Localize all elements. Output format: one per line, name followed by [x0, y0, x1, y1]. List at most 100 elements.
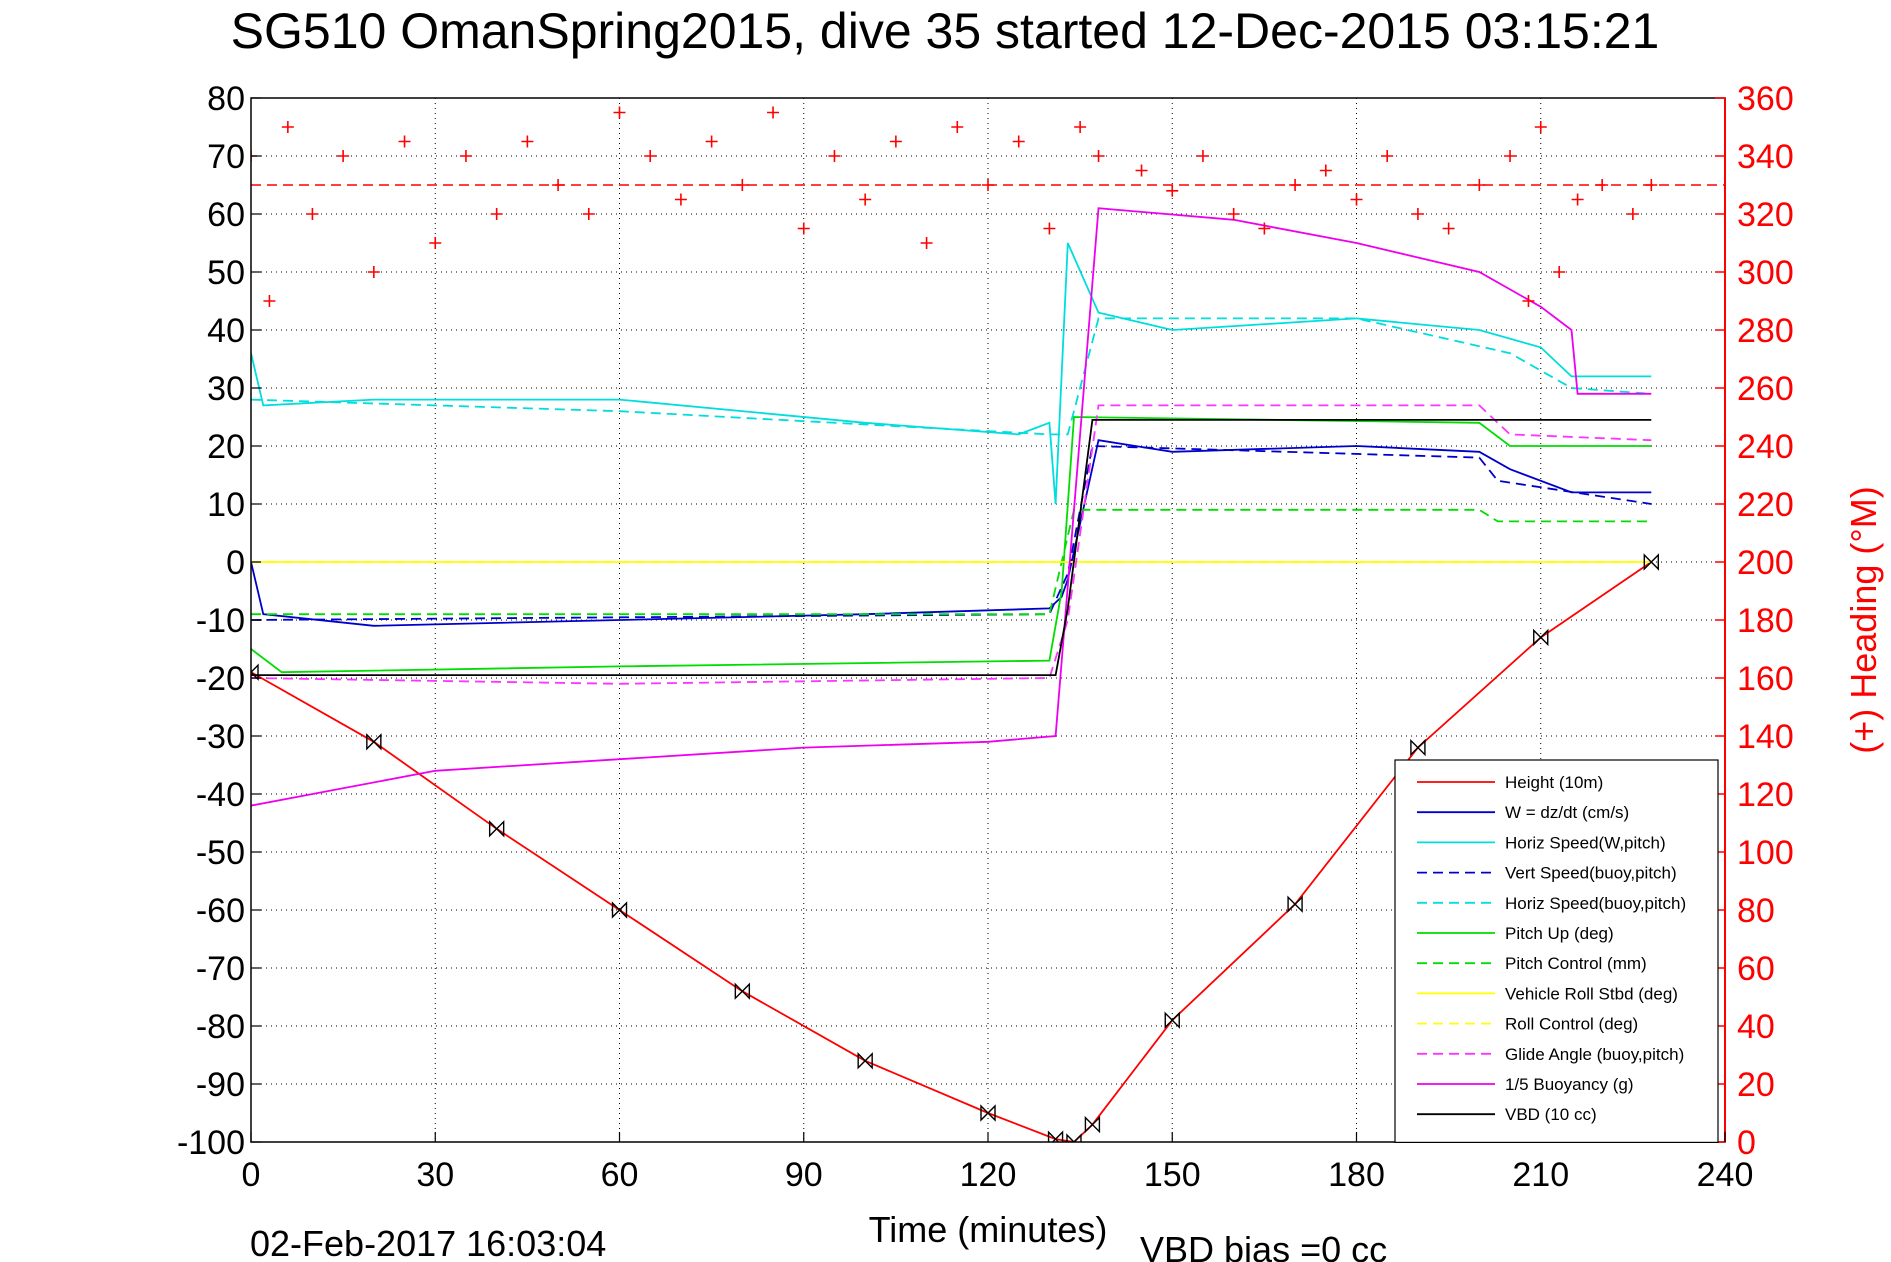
height-marker: [1084, 1115, 1101, 1134]
heading-point: [1571, 193, 1584, 206]
series-line-11: [251, 418, 1652, 676]
y-tick-label: 50: [207, 254, 245, 292]
heading-point: [459, 150, 472, 162]
heading-point: [582, 208, 595, 220]
heading-point: [1092, 150, 1105, 162]
legend-entry: Pitch Control (mm): [1505, 954, 1647, 973]
y2-tick-label: 320: [1737, 196, 1794, 234]
x-axis: 0 30 60 90 120 150 180 210 240: [242, 1132, 1754, 1194]
x-axis-label: Time (minutes): [869, 1209, 1108, 1250]
y-tick-label: 20: [207, 428, 245, 466]
y-tick-label: 80: [207, 80, 245, 118]
y-tick-label: -70: [196, 950, 245, 988]
heading-point: [1626, 208, 1639, 220]
heading-point: [1074, 121, 1087, 133]
legend-entry: Vehicle Roll Stbd (deg): [1505, 984, 1678, 1003]
heading-point: [828, 150, 841, 162]
y-tick-label: 70: [207, 138, 245, 176]
heading-point: [767, 106, 780, 119]
heading-point: [1350, 193, 1363, 206]
heading-point: [705, 135, 718, 148]
heading-point: [797, 222, 810, 235]
right-axis-label: (+) Heading (°M): [1843, 486, 1884, 753]
x-tick-label: 60: [601, 1156, 639, 1194]
heading-point: [1043, 222, 1056, 235]
heading-point: [337, 150, 350, 162]
heading-point: [951, 121, 964, 133]
heading-point: [674, 193, 687, 206]
y-tick-label: -50: [196, 834, 245, 872]
legend-entry: Roll Control (deg): [1505, 1015, 1638, 1034]
y2-tick-label: 240: [1737, 428, 1794, 466]
y-tick-label: 30: [207, 370, 245, 408]
series-layer: [251, 207, 1659, 1142]
y2-tick-label: 280: [1737, 312, 1794, 350]
heading-point: [429, 237, 442, 249]
series-line-6: [251, 508, 1652, 616]
height-marker: [980, 1104, 996, 1122]
y-tick-label: -20: [196, 660, 245, 698]
timestamp: 02-Feb-2017 16:03:04: [250, 1223, 606, 1262]
height-marker: [488, 820, 505, 838]
y-tick-label: -60: [196, 892, 245, 930]
series-line-2: [251, 242, 1652, 505]
heading-point: [736, 179, 749, 191]
heading-point: [490, 208, 503, 220]
y2-tick-label: 360: [1737, 80, 1794, 118]
heading-point: [306, 208, 319, 220]
y2-tick-label: 160: [1737, 660, 1794, 698]
heading-point: [1522, 295, 1535, 307]
x-tick-label: 30: [416, 1156, 454, 1194]
heading-point: [644, 150, 657, 162]
y-tick-label: 40: [207, 312, 245, 350]
x-tick-label: 240: [1697, 1156, 1754, 1194]
heading-point: [1166, 184, 1179, 197]
y-tick-label: -90: [196, 1066, 245, 1104]
height-marker: [1164, 1011, 1180, 1029]
heading-point: [552, 179, 565, 191]
right-axis: 3603403203002802602402202001801601401201…: [1715, 80, 1794, 1162]
y-tick-label: -40: [196, 776, 245, 814]
legend-entry: Pitch Up (deg): [1505, 924, 1614, 943]
y2-tick-label: 180: [1737, 602, 1794, 640]
heading-point: [1381, 150, 1394, 162]
y-tick-label: 60: [207, 196, 245, 234]
heading-point: [1442, 222, 1455, 235]
heading-point: [1196, 150, 1209, 162]
legend-entry: VBD (10 cc): [1505, 1105, 1597, 1124]
legend: Height (10m) W = dz/dt (cm/s) Horiz Speed(…: [1394, 759, 1719, 1143]
legend-entry: Vert Speed(buoy,pitch): [1505, 864, 1677, 883]
legend-entry: W = dz/dt (cm/s): [1505, 803, 1629, 822]
legend-entry: Height (10m): [1505, 773, 1603, 792]
series-line-3: [251, 445, 1652, 621]
legend-entry: Glide Angle (buoy,pitch): [1505, 1045, 1684, 1064]
heading-point: [1289, 179, 1302, 191]
heading-point: [920, 237, 933, 249]
y-tick-label: 10: [207, 486, 245, 524]
y2-tick-label: 80: [1737, 892, 1775, 930]
y2-tick-label: 340: [1737, 138, 1794, 176]
y-tick-label: -100: [177, 1124, 245, 1162]
height-marker: [251, 663, 259, 681]
heading-point: [1258, 222, 1271, 235]
y-tick-label: 0: [226, 544, 245, 582]
legend-entry: Horiz Speed(W,pitch): [1505, 833, 1666, 852]
legend-entry: Horiz Speed(buoy,pitch): [1505, 894, 1686, 913]
heading-point: [1319, 164, 1332, 177]
height-marker: [1410, 738, 1426, 757]
series-line-9: [251, 404, 1652, 685]
heading-point: [1135, 164, 1148, 177]
height-marker: [857, 1052, 873, 1070]
y2-tick-label: 220: [1737, 486, 1794, 524]
x-tick-label: 180: [1328, 1156, 1385, 1194]
y2-tick-label: 100: [1737, 834, 1794, 872]
heading-point: [1504, 150, 1517, 162]
heading-point: [1473, 179, 1486, 191]
heading-point: [367, 266, 380, 278]
series-line-5: [251, 416, 1652, 674]
heading-point: [1596, 179, 1609, 191]
series-line-4: [251, 317, 1652, 436]
y-tick-label: -10: [196, 602, 245, 640]
y2-tick-label: 140: [1737, 718, 1794, 756]
y2-tick-label: 40: [1737, 1008, 1775, 1046]
